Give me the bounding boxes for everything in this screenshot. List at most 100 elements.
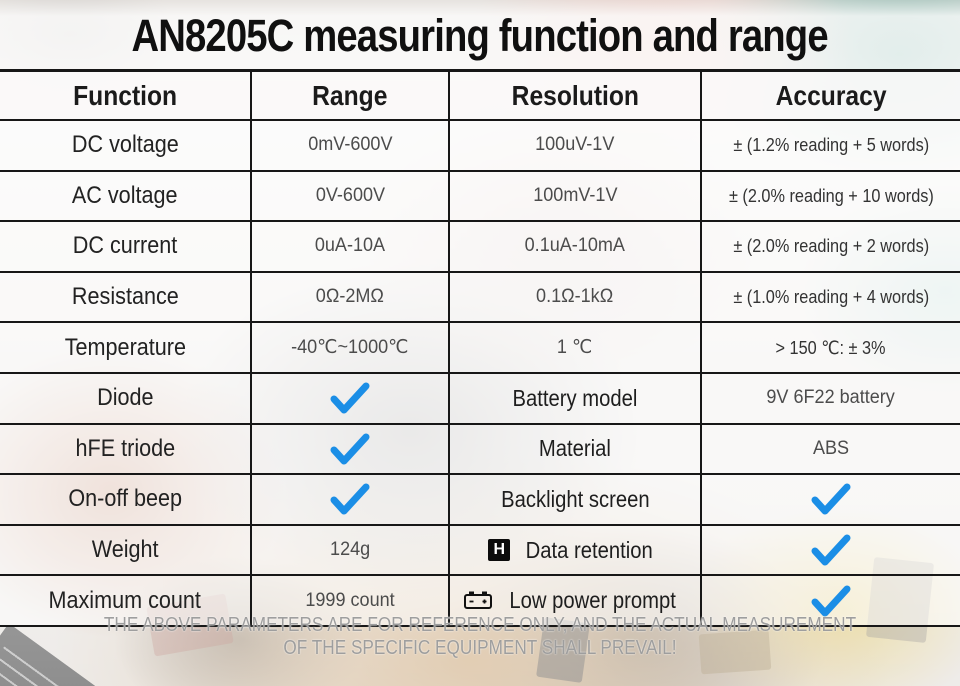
cell-text: Material [539, 435, 611, 462]
table-row: Weight 124g H Data retention [0, 525, 960, 577]
cell-text: 124g [329, 539, 371, 561]
page-title-text: AN8205C measuring function and range [131, 10, 829, 61]
table-row: Maximum count 1999 count Low power prompt [0, 576, 960, 627]
header-label: Range [312, 79, 388, 111]
table-cell: Material [448, 424, 700, 474]
cell-text: On-off beep [68, 485, 182, 513]
cell-text: ± (2.0% reading + 10 words) [728, 184, 934, 206]
check-icon [330, 433, 370, 465]
cell-text: hFE triode [75, 434, 175, 462]
disclaimer-line-2: OF THE SPECIFIC EQUIPMENT SHALL PREVAIL! [283, 637, 677, 659]
check-icon [811, 483, 851, 515]
table-row: hFE triode Material ABS [0, 424, 960, 476]
cell-text: 100mV-1V [532, 184, 618, 206]
table-header-row: Function Range Resolution Accuracy [0, 72, 960, 121]
table-cell: 0V-600V [250, 171, 448, 221]
header-label: Function [72, 79, 178, 111]
table-cell [250, 373, 448, 423]
table-cell: Low power prompt [448, 576, 700, 625]
table-cell: hFE triode [0, 424, 250, 474]
cell-text: Diode [96, 384, 154, 412]
table-cell: AC voltage [0, 171, 250, 221]
table-row: On-off beep Backlight screen [0, 475, 960, 526]
cell-text: 9V 6F22 battery [766, 387, 896, 409]
header-label: Resolution [511, 79, 639, 111]
table-cell: 100uV-1V [448, 121, 700, 170]
table-cell: 0Ω-2MΩ [250, 272, 448, 322]
header-cell: Accuracy [700, 72, 960, 119]
hold-icon: H [488, 539, 511, 562]
cell-text: ± (1.0% reading + 4 words) [733, 286, 929, 308]
table-cell: 1999 count [250, 576, 448, 625]
cell-text: 0.1Ω-1kΩ [536, 286, 614, 308]
cell-text: 100uV-1V [535, 134, 615, 156]
cell-text: 0uA-10A [314, 235, 386, 257]
check-icon [811, 585, 851, 617]
table-cell: 0.1uA-10mA [448, 222, 700, 271]
table-row: AC voltage 0V-600V 100mV-1V ± (2.0% reading… [0, 171, 960, 223]
table-row: Temperature -40℃~1000℃ 1 ℃ > 150 ℃: ± 3% [0, 323, 960, 374]
table-cell: Temperature [0, 323, 250, 372]
cell-text: -40℃~1000℃ [291, 337, 409, 359]
table-cell: Maximum count [0, 576, 250, 625]
table-cell: H Data retention [448, 525, 700, 575]
table-cell [250, 475, 448, 524]
header-cell: Range [250, 72, 448, 119]
cell-text: Maximum count [48, 586, 202, 614]
table-cell: 9V 6F22 battery [700, 373, 960, 423]
table-cell: ABS [700, 424, 960, 474]
table-cell: DC voltage [0, 121, 250, 170]
cell-text: 1 ℃ [557, 337, 593, 359]
table-cell: -40℃~1000℃ [250, 323, 448, 372]
check-icon [330, 382, 370, 414]
table-row: DC current 0uA-10A 0.1uA-10mA ± (2.0% readi… [0, 222, 960, 273]
cell-text: AC voltage [72, 181, 178, 209]
table-cell: ± (1.2% reading + 5 words) [700, 121, 960, 170]
page-title: AN8205C measuring function and range [0, 6, 960, 66]
check-icon [330, 483, 370, 515]
cell-text: Data retention [525, 536, 654, 563]
cell-text: DC voltage [71, 131, 179, 159]
table-cell: 124g [250, 525, 448, 575]
table-cell: DC current [0, 222, 250, 271]
table-cell [250, 424, 448, 474]
table-cell: ± (2.0% reading + 10 words) [700, 171, 960, 221]
cell-text: > 150 ℃: ± 3% [775, 336, 887, 358]
cell-text: ± (2.0% reading + 2 words) [733, 235, 929, 257]
table-cell: On-off beep [0, 475, 250, 524]
cell-text: Backlight screen [500, 485, 650, 512]
check-icon [811, 534, 851, 566]
table-cell [700, 525, 960, 575]
table-cell: 0uA-10A [250, 222, 448, 271]
cell-text: 0.1uA-10mA [524, 235, 626, 257]
disclaimer-line-1: THE ABOVE PARAMETERS ARE FOR REFERENCE O… [103, 614, 857, 636]
cell-text: 0mV-600V [307, 134, 393, 156]
table-cell: Weight [0, 525, 250, 575]
table-cell: Backlight screen [448, 475, 700, 524]
table-cell: ± (2.0% reading + 2 words) [700, 222, 960, 271]
cell-text: Battery model [512, 384, 638, 411]
table-cell: 1 ℃ [448, 323, 700, 372]
header-cell: Resolution [448, 72, 700, 119]
table-cell: ± (1.0% reading + 4 words) [700, 272, 960, 322]
table-cell: Resistance [0, 272, 250, 322]
table-body: DC voltage 0mV-600V 100uV-1V ± (1.2% readin… [0, 121, 960, 627]
header-cell: Function [0, 72, 250, 119]
cell-text: ABS [812, 437, 850, 459]
cell-text: 1999 count [305, 589, 395, 611]
table-cell: Battery model [448, 373, 700, 423]
cell-text: Weight [91, 536, 159, 564]
cell-text: Resistance [71, 283, 179, 311]
cell-text: Low power prompt [509, 587, 676, 614]
table-cell: 0.1Ω-1kΩ [448, 272, 700, 322]
spec-table: Function Range Resolution Accuracy DC volta… [0, 69, 960, 627]
cell-text: ± (1.2% reading + 5 words) [733, 134, 929, 156]
header-label: Accuracy [775, 79, 887, 111]
table-row: Diode Battery model 9V 6F22 battery [0, 373, 960, 425]
table-cell: > 150 ℃: ± 3% [700, 323, 960, 372]
table-cell [700, 475, 960, 524]
cell-text: 0Ω-2MΩ [315, 286, 385, 308]
table-cell: Diode [0, 373, 250, 423]
cell-text: 0V-600V [315, 184, 385, 206]
table-cell: 0mV-600V [250, 121, 448, 170]
